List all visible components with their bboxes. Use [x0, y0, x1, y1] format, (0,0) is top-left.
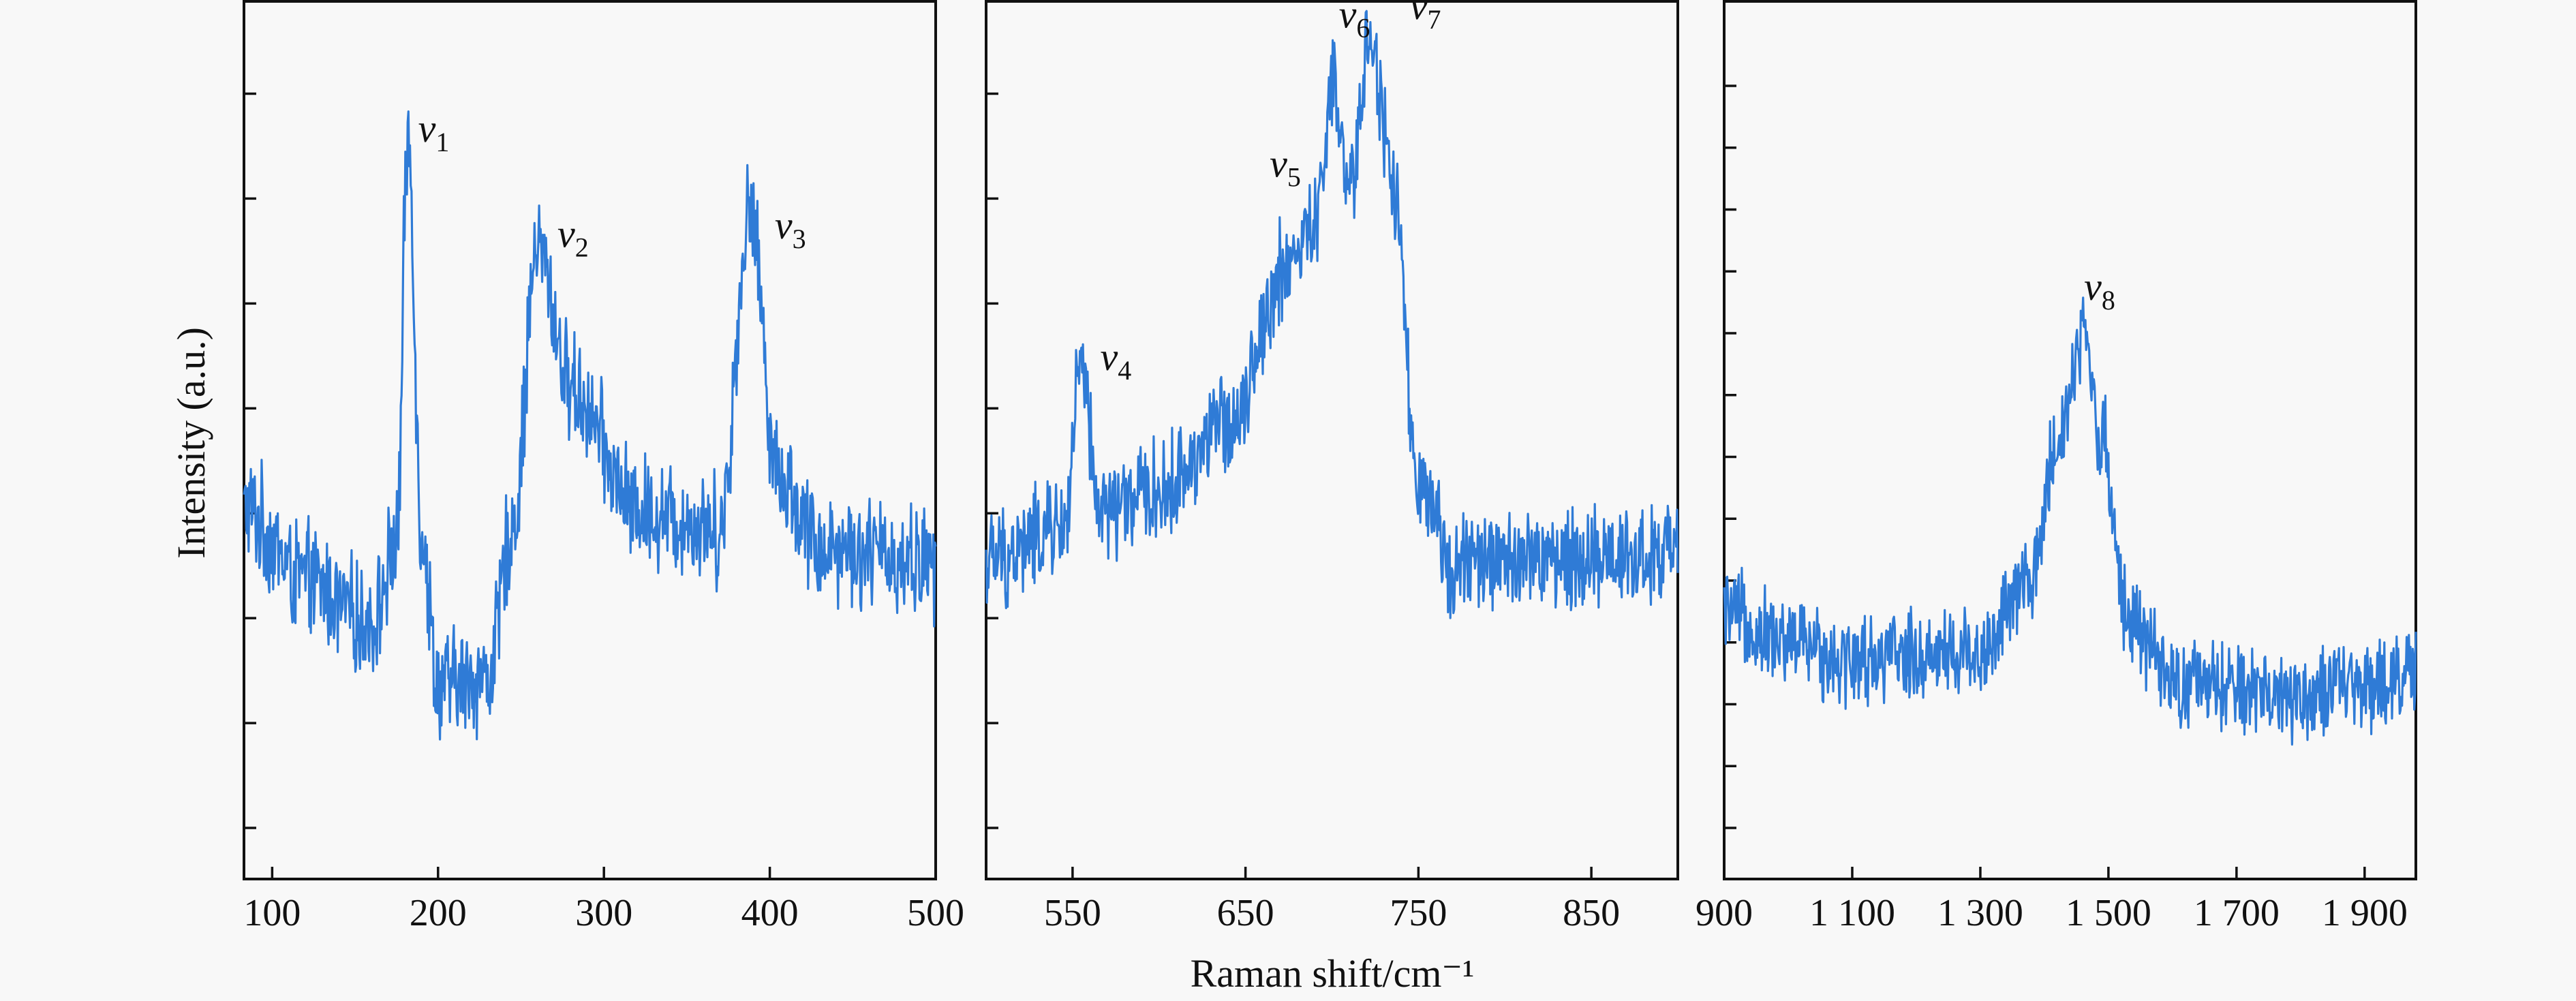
x-tick-label: 550 [1044, 892, 1101, 934]
spectrum-line [1723, 296, 2417, 746]
peak-label-v5: v5 [1270, 142, 1301, 193]
x-tick-label: 650 [1217, 892, 1274, 934]
x-tick-label: 200 [410, 892, 467, 934]
peak-label-v8: v8 [2084, 264, 2115, 315]
x-tick-label: 1 500 [2066, 892, 2151, 934]
peak-label-v4: v4 [1100, 335, 1131, 386]
panel-frame [985, 0, 1679, 880]
peak-label-v1: v1 [418, 106, 450, 157]
x-tick-label: 850 [1563, 892, 1620, 934]
x-tick-label: 300 [575, 892, 632, 934]
spectrum-panel-2: 550 650 750 850 v4 v5 v6 v7 [985, 0, 1679, 934]
x-tick-label: 400 [741, 892, 799, 934]
peak-label-v3: v3 [775, 203, 806, 254]
spectrum-panel-1: 100 200 300 400 500 v1 v2 v3 [243, 0, 964, 934]
spectrum-line [243, 110, 937, 741]
x-tick-label: 500 [907, 892, 964, 934]
x-tick-label: 750 [1390, 892, 1447, 934]
spectrum-panel-3: 900 1 100 1 300 1 500 1 700 1 900 v8 [1696, 0, 2417, 934]
y-axis-label: Intensity (a.u.) [169, 327, 213, 559]
panel-frame [1723, 0, 2417, 880]
x-tick-label: 1 700 [2194, 892, 2280, 934]
spectrum-line [985, 10, 1679, 619]
x-tick-label: 100 [243, 892, 301, 934]
peak-label-v7: v7 [1410, 0, 1441, 35]
panel-frame [243, 0, 937, 880]
x-tick-label: 1 100 [1809, 892, 1895, 934]
x-tick-label: 1 300 [1937, 892, 2023, 934]
x-axis-label: Raman shift/cm⁻¹ [1191, 951, 1475, 996]
x-tick-label: 1 900 [2322, 892, 2408, 934]
peak-label-v2: v2 [557, 212, 589, 263]
peak-label-v6: v6 [1339, 0, 1370, 44]
x-tick-label: 900 [1696, 892, 1753, 934]
